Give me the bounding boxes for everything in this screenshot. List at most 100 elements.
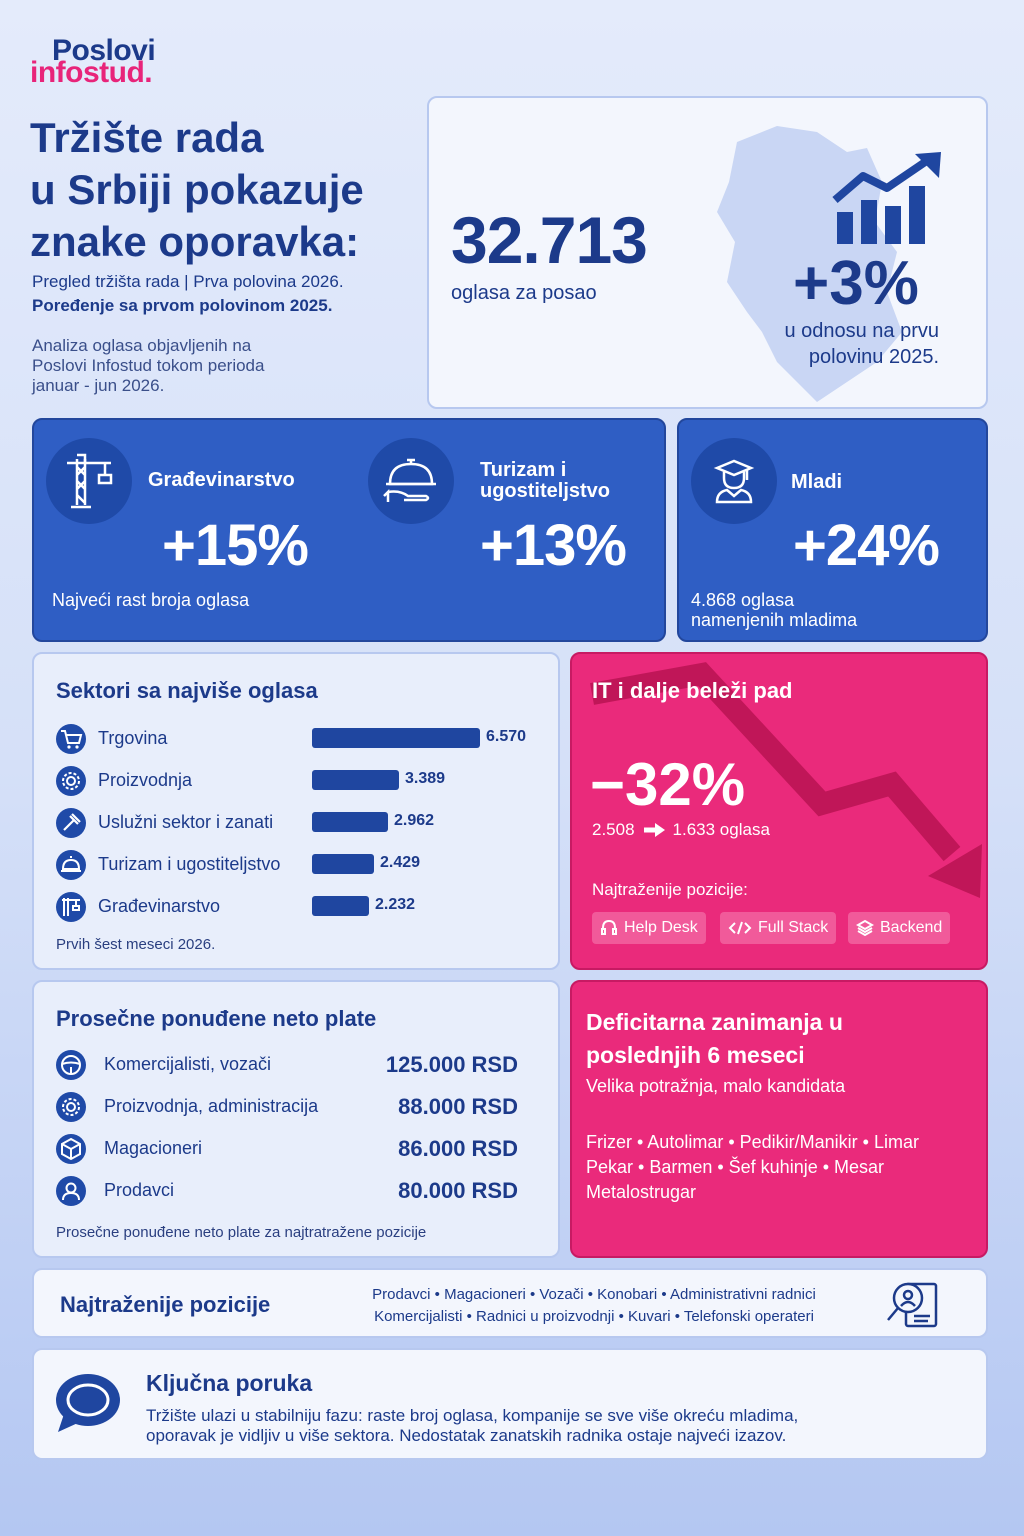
it-positions-label: Najtraženije pozicije: — [592, 880, 748, 899]
subtitle: Pregled tržišta rada | Prva polovina 202… — [32, 272, 344, 291]
youth-icon-circle — [691, 438, 777, 524]
salary-icon — [56, 1050, 86, 1080]
it-change: 2.508 1.633 oglasa — [592, 820, 770, 840]
construction-label: Građevinarstvo — [148, 469, 295, 491]
it-card: IT i dalje beleži pad −32% 2.508 1.633 o… — [570, 652, 988, 970]
person-icon — [62, 1182, 80, 1201]
sector-label: Uslužni sektor i zanati — [98, 812, 274, 832]
youth-card: Mladi +24% 4.868 oglasa namenjenih mladi… — [677, 418, 988, 642]
tourism-label: Turizam i ugostiteljstvo — [480, 460, 610, 502]
sectors-card: Sektori sa najviše oglasa Trgovina 6.570 P… — [32, 652, 560, 970]
deficit-title-line: Deficitarna zanimanja u — [586, 1009, 843, 1035]
top-positions-title: Najtraženije pozicije — [60, 1292, 271, 1317]
tourism-label-line: ugostiteljstvo — [480, 480, 611, 502]
growth-note: u odnosu na prvu polovinu 2025. — [739, 318, 939, 370]
salary-value: 88.000 RSD — [398, 1094, 518, 1119]
sector-bar — [312, 854, 374, 874]
sector-label: Trgovina — [98, 728, 168, 748]
page-title: Tržište rada u Srbiji pokazuje znake opo… — [30, 112, 430, 268]
crane-icon — [67, 453, 113, 509]
analysis-note-line: Poslovi Infostud tokom perioda — [32, 356, 265, 375]
chip-label: Help Desk — [624, 919, 698, 936]
top-positions-list: Prodavci • Magacioneri • Vozači • Konoba… — [334, 1284, 854, 1328]
sector-value: 2.232 — [375, 896, 416, 913]
sector-icon — [56, 724, 86, 754]
chip-backend: Backend — [848, 912, 951, 944]
sectors-footnote: Prvih šest meseci 2026. — [56, 936, 216, 953]
sector-value: 2.429 — [380, 854, 421, 871]
growth-chart-icon — [832, 152, 941, 244]
headset-icon — [601, 919, 617, 935]
youth-label: Mladi — [791, 471, 843, 493]
layers-icon — [856, 919, 874, 937]
sector-icon — [56, 892, 86, 922]
deficit-list: Frizer • Autolimar • Pedikir/Manikir • L… — [586, 1130, 919, 1205]
key-message-line: oporavak je vidljiv u više sektora. Nedo… — [146, 1426, 787, 1445]
salary-value: 125.000 RSD — [385, 1052, 518, 1077]
key-message-text: Tržište ulazi u stabilniju fazu: raste b… — [146, 1406, 798, 1446]
sector-icon — [56, 808, 86, 838]
logo-infostud: infostud. — [30, 56, 153, 89]
chat-bubble-icon — [56, 1374, 120, 1432]
growth-note-line: polovinu 2025. — [808, 346, 939, 368]
sector-icon — [56, 850, 86, 880]
construction-percent: +15% — [162, 513, 309, 578]
code-icon — [728, 921, 752, 935]
it-from-value: 2.508 — [592, 820, 635, 839]
chip-label: Backend — [880, 919, 943, 936]
title-line-3: znake oporavka: — [30, 218, 360, 265]
deficit-line: Metalostrugar — [586, 1182, 697, 1202]
top-positions-card: Najtraženije pozicije Prodavci • Magacio… — [32, 1268, 988, 1338]
gear-icon — [62, 1098, 80, 1116]
cart-icon — [61, 730, 83, 749]
total-ads-label: oglasa za posao — [451, 282, 597, 304]
growth-percent: +3% — [793, 249, 919, 318]
key-message-title: Ključna poruka — [146, 1370, 313, 1396]
youth-note: 4.868 oglasa namenjenih mladima — [691, 590, 857, 630]
deficit-line: Frizer • Autolimar • Pedikir/Manikir • L… — [586, 1132, 919, 1152]
key-message-card: Ključna poruka Tržište ulazi u stabilnij… — [32, 1348, 988, 1460]
candidate-search-icon — [887, 1282, 938, 1328]
key-message-line: Tržište ulazi u stabilniju fazu: raste b… — [146, 1406, 799, 1425]
deficit-title-line: poslednjih 6 meseci — [586, 1042, 805, 1068]
sector-value: 2.962 — [394, 812, 435, 829]
analysis-note-line: Analiza oglasa objavljenih na — [32, 336, 252, 355]
tourism-label-line: Turizam i — [480, 459, 567, 481]
youth-note-line: 4.868 oglasa — [691, 590, 795, 610]
salary-label: Komercijalisti, vozači — [104, 1054, 272, 1074]
it-to-value: 1.633 oglasa — [672, 820, 770, 839]
salary-icon — [56, 1176, 86, 1206]
growth-sectors-card: Građevinarstvo +15% Turizam i ugostitelj… — [32, 418, 666, 642]
growth-note: Najveći rast broja oglasa — [52, 590, 250, 610]
salaries-title: Prosečne ponuđene neto plate — [56, 1006, 377, 1031]
sector-value: 6.570 — [486, 728, 527, 745]
chip-help-desk: Help Desk — [592, 912, 706, 944]
deficit-card: Deficitarna zanimanja u poslednjih 6 mes… — [570, 980, 988, 1258]
top-positions-line: Komercijalisti • Radnici u proizvodnji •… — [374, 1308, 814, 1325]
title-line-1: Tržište rada — [30, 114, 264, 161]
salary-label: Prodavci — [104, 1180, 175, 1200]
sector-label: Turizam i ugostiteljstvo — [98, 854, 281, 874]
construction-icon-circle — [46, 438, 132, 524]
deficit-title: Deficitarna zanimanja u poslednjih 6 mes… — [586, 1006, 843, 1072]
arrow-right-icon — [643, 823, 665, 837]
cloche-icon — [383, 458, 436, 502]
analysis-note-line: januar - jun 2026. — [32, 376, 165, 395]
tourism-icon-circle — [368, 438, 454, 524]
sector-bar — [312, 770, 399, 790]
salary-label: Proizvodnja, administracija — [104, 1096, 319, 1116]
tourism-percent: +13% — [480, 513, 627, 578]
salary-icon — [56, 1134, 86, 1164]
salaries-card: Prosečne ponuđene neto plate Komercijali… — [32, 980, 560, 1258]
it-title: IT i dalje beleži pad — [592, 678, 793, 703]
chip-label: Full Stack — [758, 919, 829, 936]
chip-full-stack: Full Stack — [720, 912, 837, 944]
analysis-note: Analiza oglasa objavljenih na Poslovi In… — [32, 336, 332, 396]
box-icon — [61, 1137, 81, 1161]
top-positions-line: Prodavci • Magacioneri • Vozači • Konoba… — [372, 1286, 816, 1303]
sector-bar — [312, 728, 480, 748]
decline-arrow-icon — [590, 662, 982, 898]
crane-icon — [62, 898, 80, 916]
growth-note-line: u odnosu na prvu — [784, 320, 939, 342]
gear-icon — [62, 772, 80, 790]
